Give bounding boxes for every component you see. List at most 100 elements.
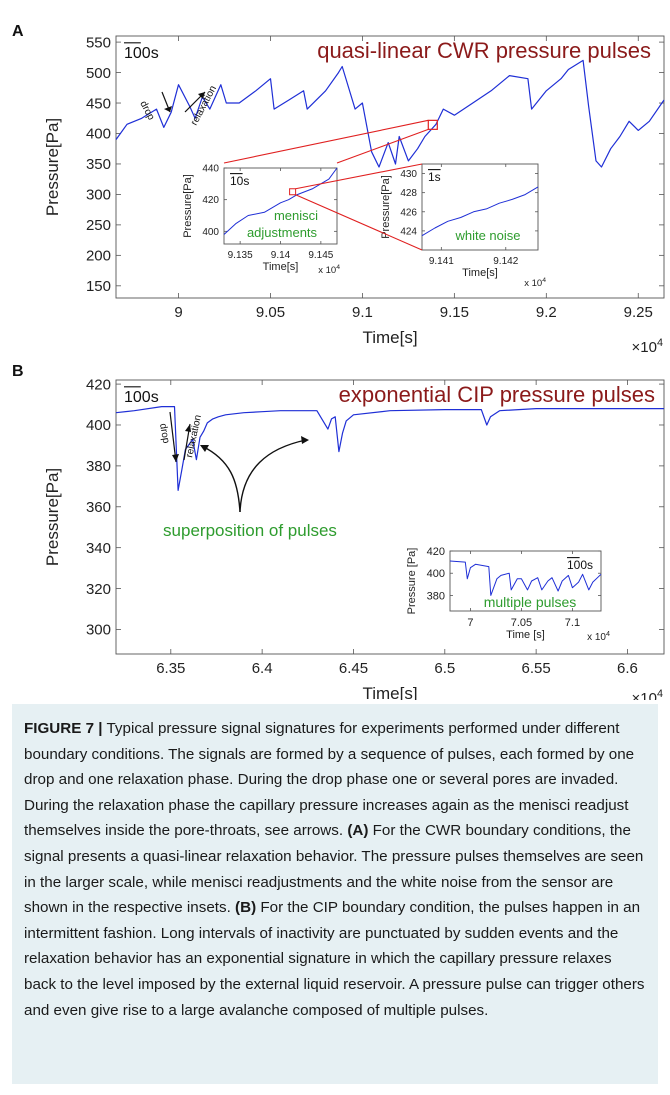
x-tick-label: 9.2	[536, 304, 557, 321]
caption-text-1: Typical pressure signal signatures for e…	[24, 720, 635, 840]
y-tick-label: 350	[86, 156, 111, 173]
x-tick-label: 9.05	[256, 304, 285, 321]
panel-a-plot-series-line	[115, 59, 665, 168]
y-tick-label: 420	[202, 195, 219, 206]
x-axis-label: Time[s]	[462, 267, 498, 279]
scalebar-label: 100s	[124, 389, 159, 406]
inset-multiple-pulses-x-exponent: x 104	[587, 629, 610, 643]
caption-a-label: (A)	[347, 822, 369, 840]
y-tick-label: 424	[400, 226, 417, 237]
caption-b-label: (B)	[235, 899, 257, 917]
y-tick-label: 420	[427, 546, 445, 558]
y-tick-label: 150	[86, 278, 111, 295]
y-tick-label: 200	[86, 248, 111, 265]
y-tick-label: 550	[86, 34, 111, 51]
scalebar-label: 10s	[230, 174, 249, 188]
x-tick-label: 9.145	[308, 250, 333, 261]
y-tick-label: 300	[86, 622, 111, 639]
inset-white-noise-text: white noise	[454, 228, 520, 243]
panel-b-x-exponent: ×104	[632, 688, 663, 700]
inset-menisci-x-exponent: x 104	[318, 264, 340, 276]
y-tick-label: 250	[86, 217, 111, 234]
y-tick-label: 360	[86, 499, 111, 516]
x-tick-label: 6.5	[434, 660, 455, 677]
y-tick-label: 450	[86, 95, 111, 112]
x-axis-label: Time [s]	[506, 629, 545, 641]
zoom-line	[295, 163, 423, 190]
figure-7: 9 9.05 9.1 9.15 9.2 9.25 150 200 250 300 350 400 450…	[12, 23, 665, 700]
inset-multiple-pulses-frame	[449, 550, 602, 612]
y-axis-label: Pressure[Pa]	[182, 174, 194, 238]
zoom-box-inset	[289, 188, 297, 196]
inset-menisci-text: menisci	[274, 208, 318, 223]
x-tick-label: 9.1	[352, 304, 373, 321]
x-tick-label: 7.1	[565, 617, 580, 629]
y-axis-label: Pressure[Pa]	[43, 468, 62, 566]
panel-b-title: exponential CIP pressure pulses	[339, 382, 655, 407]
relaxation-arrowhead	[185, 424, 191, 432]
caption-text-3: For the CIP boundary condition, the puls…	[24, 899, 645, 1019]
x-tick-label: 6.45	[339, 660, 368, 677]
x-tick-label: 7.05	[511, 617, 532, 629]
y-tick-label: 320	[86, 581, 111, 598]
figure-caption: FIGURE 7 | Typical pressure signal signa…	[12, 704, 658, 1084]
x-tick-label: 7	[467, 617, 473, 629]
scalebar-label: 1s	[428, 170, 441, 184]
y-tick-label: 380	[427, 590, 445, 602]
x-axis-label: Time[s]	[263, 261, 299, 273]
panel-b-label: B	[12, 363, 24, 380]
y-axis-label: Pressure[Pa]	[380, 175, 392, 239]
y-tick-label: 440	[202, 164, 219, 175]
y-tick-label: 430	[400, 169, 417, 180]
x-tick-label: 6.55	[522, 660, 551, 677]
y-tick-label: 500	[86, 65, 111, 82]
relaxation-arrowhead	[198, 92, 205, 99]
inset-multiple-pulses: 7 7.05 7.1 380 400 420 Time [s] Pressure [Pa] 10…	[406, 546, 602, 641]
y-tick-label: 420	[86, 376, 111, 393]
zoom-box-a	[427, 119, 438, 130]
inset-white-noise-series-line	[421, 186, 539, 237]
y-tick-label: 400	[86, 417, 111, 434]
pointer-arrow	[201, 445, 241, 513]
panel-a-plot: 9 9.05 9.1 9.15 9.2 9.25 150 200 250 300 350 400 450…	[43, 34, 665, 347]
x-tick-label: 9.25	[624, 304, 653, 321]
y-tick-label: 400	[427, 568, 445, 580]
panel-a-plot-frame	[115, 35, 665, 299]
pointer-arrowhead	[200, 445, 209, 452]
drop-annotation: drop	[157, 423, 171, 445]
drop-arrow	[169, 411, 177, 463]
x-tick-label: 6.4	[252, 660, 273, 677]
pointer-arrowhead	[301, 436, 309, 444]
x-tick-label: 6.35	[156, 660, 185, 677]
x-tick-label: 9.15	[440, 304, 469, 321]
x-tick-label: 9.135	[228, 250, 253, 261]
y-tick-label: 428	[400, 188, 417, 199]
zoom-line	[295, 194, 423, 251]
y-tick-label: 400	[86, 126, 111, 143]
scalebar-label: 100s	[124, 45, 159, 62]
panel-a-x-exponent: ×104	[632, 337, 663, 356]
inset-white-noise-x-exponent: x 104	[524, 277, 546, 289]
y-tick-label: 340	[86, 540, 111, 557]
inset-menisci-frame	[223, 167, 338, 245]
panel-b-plot: 6.35 6.4 6.45 6.5 6.55 6.6 300 320 340 360 380 400 4…	[43, 376, 665, 700]
zoom-line	[336, 128, 429, 164]
x-tick-label: 9.14	[271, 250, 291, 261]
drop-arrowhead	[164, 106, 172, 112]
y-tick-label: 426	[400, 207, 417, 218]
x-tick-label: 9.141	[429, 256, 454, 267]
inset-menisci: 9.135 9.14 9.145 400 420 440 Time[s] Pressure[P…	[182, 164, 338, 273]
caption-text-2: For the CWR boundary conditions, the sig…	[24, 822, 644, 917]
inset-white-noise: 9.141 9.142 424 426 428 430 Time[s] Pressure[Pa…	[380, 163, 539, 279]
inset-multiple-pulses-series-line	[449, 560, 602, 596]
inset-menisci-text: adjustments	[247, 225, 318, 240]
x-tick-label: 6.6	[617, 660, 638, 677]
x-axis-label: Time[s]	[362, 328, 417, 347]
y-axis-label: Pressure[Pa]	[43, 118, 62, 216]
superposition-annotation: superposition of pulses	[163, 521, 337, 540]
inset-white-noise-frame	[421, 163, 539, 251]
y-tick-label: 300	[86, 187, 111, 204]
scalebar-label: 100s	[567, 558, 593, 572]
inset-multiple-pulses-text: multiple pulses	[484, 594, 577, 610]
drop-arrowhead	[172, 454, 179, 462]
